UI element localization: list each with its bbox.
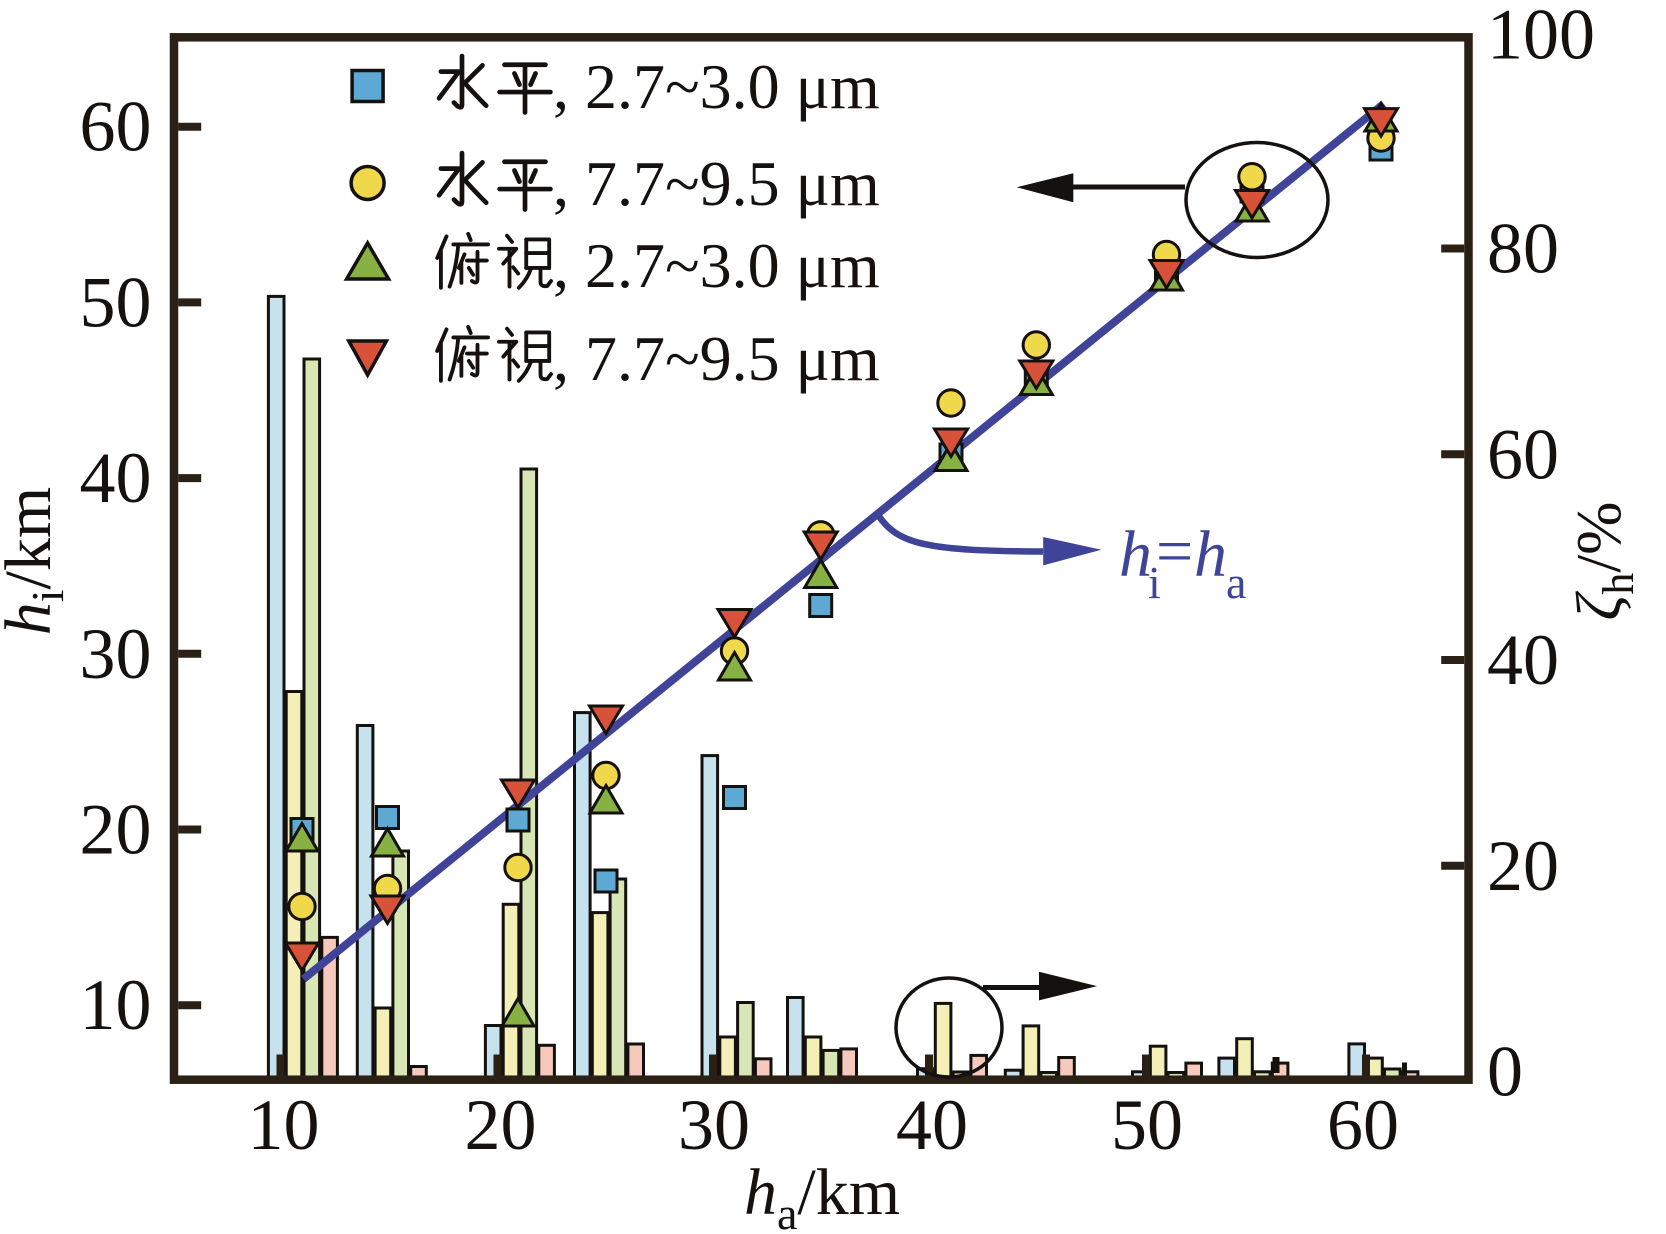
svg-text:80: 80 (1487, 209, 1559, 289)
svg-text:ζh/%: ζh/% (1563, 502, 1643, 621)
svg-text:50: 50 (80, 262, 152, 342)
svg-text:60: 60 (80, 87, 152, 167)
svg-text:0: 0 (1487, 1032, 1523, 1112)
svg-text:i: i (1148, 557, 1161, 608)
svg-text:, 7.7~9.5 μm: , 7.7~9.5 μm (553, 148, 880, 219)
svg-text:60: 60 (1487, 414, 1559, 494)
svg-text:=: = (1156, 515, 1193, 588)
svg-text:60: 60 (1327, 1085, 1399, 1165)
svg-text:30: 30 (80, 614, 152, 694)
svg-text:ha/km: ha/km (744, 1156, 900, 1234)
svg-text:40: 40 (896, 1085, 968, 1165)
svg-text:40: 40 (80, 438, 152, 518)
svg-text:, 2.7~3.0 μm: , 2.7~3.0 μm (553, 230, 880, 301)
svg-text:50: 50 (1111, 1085, 1183, 1165)
svg-text:, 2.7~3.0 μm: , 2.7~3.0 μm (553, 51, 880, 122)
svg-text:10: 10 (248, 1085, 320, 1165)
svg-text:20: 20 (80, 790, 152, 870)
svg-text:10: 10 (80, 965, 152, 1045)
svg-text:30: 30 (678, 1085, 750, 1165)
svg-text:20: 20 (465, 1085, 537, 1165)
svg-text:, 7.7~9.5 μm: , 7.7~9.5 μm (553, 323, 880, 394)
svg-text:h: h (1194, 518, 1227, 591)
svg-text:20: 20 (1487, 826, 1559, 906)
svg-text:a: a (1226, 557, 1246, 608)
svg-text:hi/km: hi/km (0, 487, 73, 635)
svg-text:40: 40 (1487, 620, 1559, 700)
svg-text:h: h (1119, 518, 1152, 591)
svg-text:100: 100 (1487, 0, 1595, 75)
